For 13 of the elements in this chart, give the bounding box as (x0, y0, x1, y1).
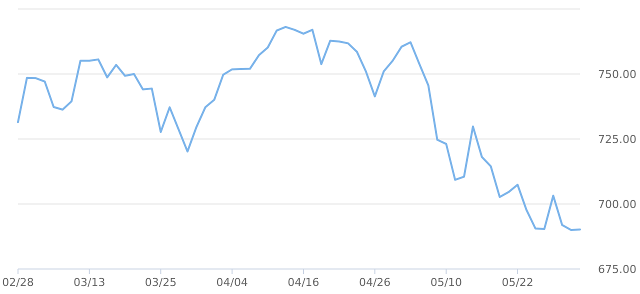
x-tick-label: 04/26 (358, 276, 391, 289)
x-tick-label: 03/25 (144, 276, 177, 289)
x-tick-label: 02/28 (2, 276, 34, 289)
x-tick-label: 03/13 (74, 276, 106, 289)
y-tick-label: 750.00 (598, 68, 636, 81)
x-tick-label: 04/16 (288, 276, 320, 289)
y-tick-label: 675.00 (598, 262, 636, 276)
line-series (17, 26, 581, 231)
x-tick-label: 05/10 (430, 276, 462, 289)
x-tick-label: 05/22 (502, 276, 534, 289)
y-tick-label: 725.00 (598, 132, 636, 146)
x-tick-label: 04/04 (216, 276, 248, 289)
y-tick-label: 700.00 (598, 198, 636, 211)
